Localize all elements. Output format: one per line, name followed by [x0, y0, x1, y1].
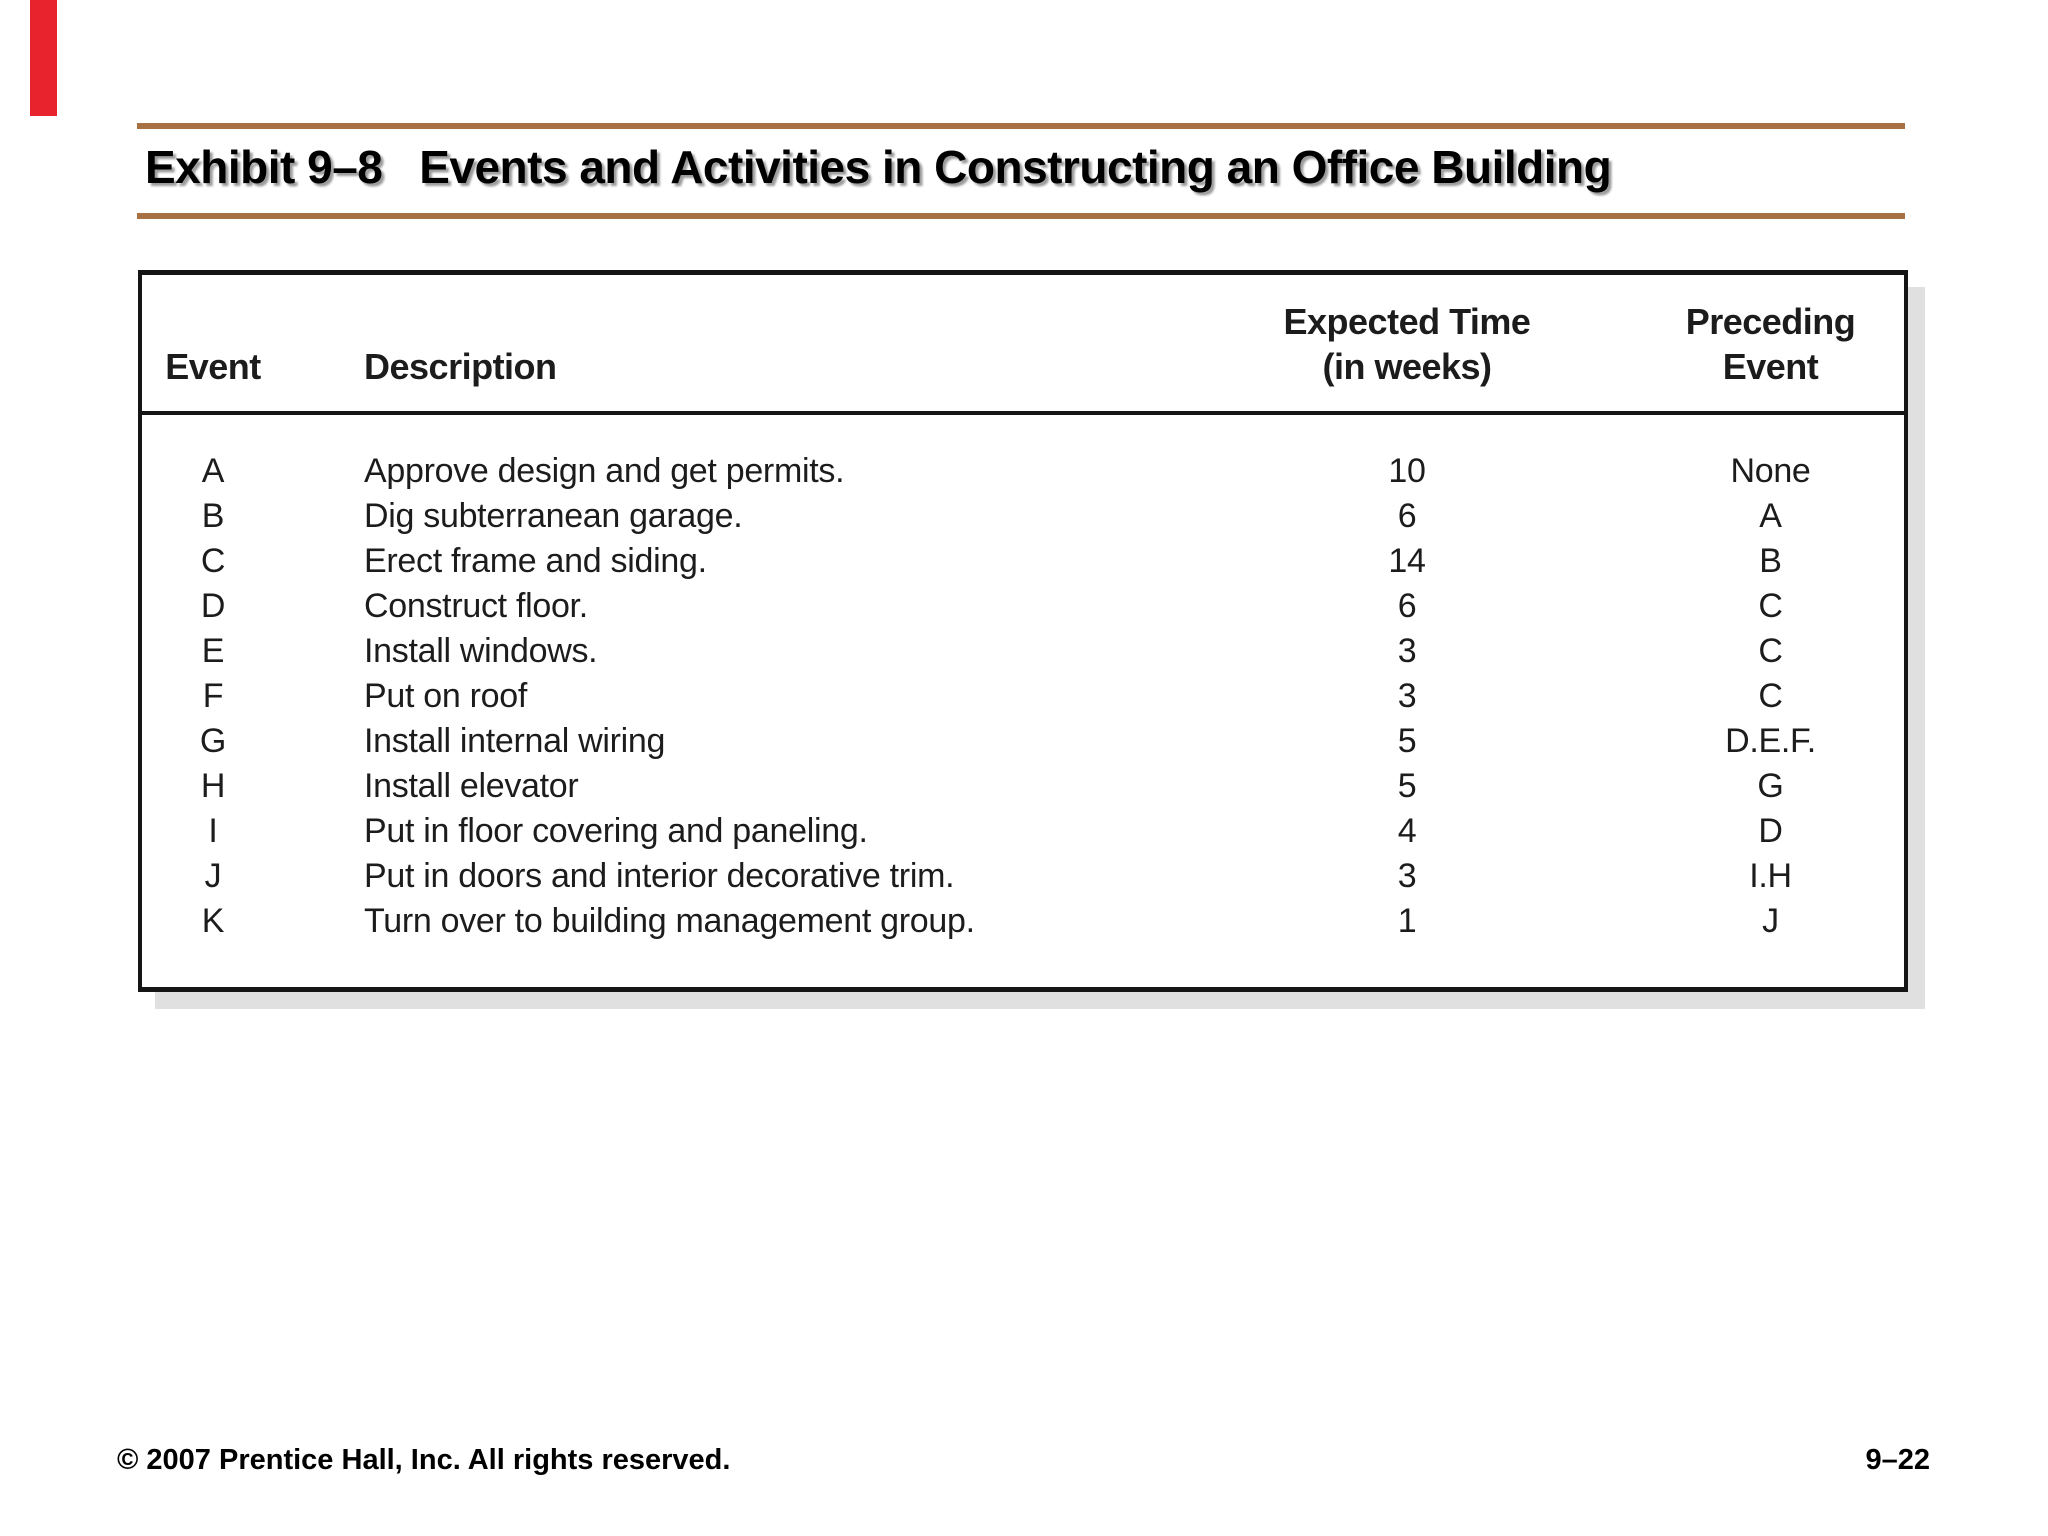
cell-preceding: G: [1757, 767, 1784, 805]
table-body: A Approve design and get permits. 10 Non…: [142, 415, 1904, 984]
table-row: B Dig subterranean garage. 6 A: [142, 494, 1904, 539]
footer-page-number: 9–22: [1865, 1444, 1930, 1476]
cell-event: K: [201, 902, 225, 940]
cell-time: 14: [1388, 542, 1426, 580]
table-row: E Install windows. 3 C: [142, 629, 1904, 674]
cell-time: 4: [1397, 812, 1417, 850]
cell-preceding: B: [1759, 542, 1782, 580]
cell-event: I: [208, 812, 218, 850]
cell-preceding: D.E.F.: [1725, 722, 1816, 760]
cell-description: Put on roof: [364, 677, 528, 715]
cell-event: J: [204, 857, 222, 895]
footer-copyright: © 2007 Prentice Hall, Inc. All rights re…: [117, 1444, 731, 1476]
cell-preceding: C: [1758, 677, 1783, 715]
table-row: G Install internal wiring 5 D.E.F.: [142, 719, 1904, 764]
cell-time: 5: [1397, 722, 1417, 760]
cell-event: E: [201, 632, 225, 670]
cell-event: F: [202, 677, 224, 715]
cell-time: 6: [1397, 587, 1417, 625]
table-header-row: Event Description Expected Time (in week…: [142, 275, 1904, 415]
cell-description: Install windows.: [364, 632, 598, 670]
page-title: Exhibit 9–8 Events and Activities in Con…: [145, 141, 1612, 193]
cell-preceding: D: [1758, 812, 1783, 850]
cell-description: Put in floor covering and paneling.: [364, 812, 868, 850]
cell-event: A: [201, 452, 225, 490]
cell-event: D: [200, 587, 226, 625]
header-preceding-line1: Preceding: [1685, 301, 1856, 342]
table-row: A Approve design and get permits. 10 Non…: [142, 449, 1904, 494]
table-row: C Erect frame and siding. 14 B: [142, 539, 1904, 584]
cell-event: C: [200, 542, 226, 580]
cell-time: 1: [1397, 902, 1417, 940]
table-row: D Construct floor. 6 C: [142, 584, 1904, 629]
table-row: J Put in doors and interior decorative t…: [142, 854, 1904, 899]
cell-time: 3: [1397, 677, 1417, 715]
cell-description: Install elevator: [364, 767, 579, 805]
cell-time: 5: [1397, 767, 1417, 805]
header-preceding-line2: Event: [1722, 346, 1819, 387]
cell-preceding: None: [1730, 452, 1811, 490]
cell-event: H: [200, 767, 226, 805]
cell-time: 6: [1397, 497, 1417, 535]
cell-description: Install internal wiring: [364, 722, 666, 760]
cell-preceding: C: [1758, 587, 1783, 625]
table-row: K Turn over to building management group…: [142, 899, 1904, 944]
cell-description: Erect frame and siding.: [364, 542, 707, 580]
cell-preceding: C: [1758, 632, 1783, 670]
header-expected-time: Expected Time (in weeks): [1177, 299, 1637, 389]
cell-description: Turn over to building management group.: [364, 902, 975, 940]
title-rule-bottom: [137, 213, 1905, 219]
cell-time: 3: [1397, 632, 1417, 670]
cell-preceding: J: [1762, 902, 1779, 940]
header-preceding-event: Preceding Event: [1637, 299, 1904, 389]
cell-time: 3: [1397, 857, 1417, 895]
cell-description: Put in doors and interior decorative tri…: [364, 857, 955, 895]
cell-description: Construct floor.: [364, 587, 588, 625]
title-rule-top: [137, 123, 1905, 129]
cell-event: G: [199, 722, 227, 760]
table-row: I Put in floor covering and paneling. 4 …: [142, 809, 1904, 854]
header-event: Event: [165, 346, 261, 387]
cell-event: B: [201, 497, 225, 535]
red-accent-bar: [30, 0, 57, 116]
cell-time: 10: [1388, 452, 1426, 490]
header-description: Description: [364, 346, 557, 387]
table-row: H Install elevator 5 G: [142, 764, 1904, 809]
cell-preceding: I.H: [1749, 857, 1792, 895]
cell-preceding: A: [1759, 497, 1782, 535]
exhibit-table: Event Description Expected Time (in week…: [138, 270, 1908, 992]
header-expected-time-line2: (in weeks): [1322, 346, 1492, 387]
header-expected-time-line1: Expected Time: [1283, 301, 1531, 342]
table-row: F Put on roof 3 C: [142, 674, 1904, 719]
cell-description: Dig subterranean garage.: [364, 497, 743, 535]
cell-description: Approve design and get permits.: [364, 452, 845, 490]
